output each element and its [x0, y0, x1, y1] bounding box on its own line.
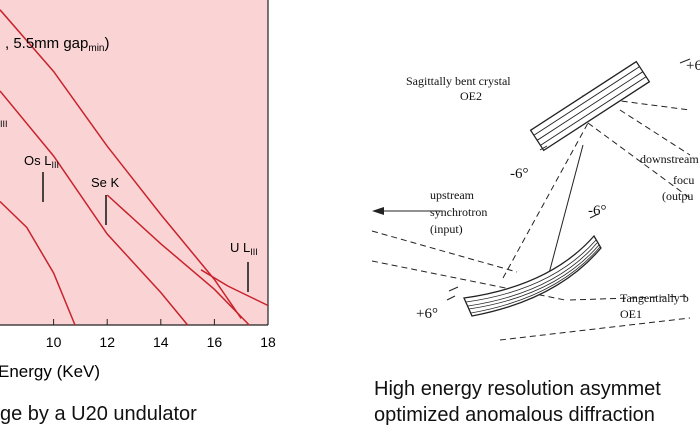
- beam-dashed: [619, 109, 691, 156]
- crystal-diagram-svg: Sagittally bent crystal OE2 +6 -6° downs…: [371, 58, 700, 341]
- curves: [0, 9, 269, 326]
- curve-series-2: [0, 90, 189, 326]
- x-tick-label: 16: [207, 334, 223, 350]
- upstream-arrow-icon: [372, 207, 384, 215]
- x-tick-label: 10: [46, 334, 62, 350]
- u-label: U LIII: [230, 240, 258, 257]
- beam-dashed: [569, 295, 691, 301]
- angle-tick: [589, 213, 599, 219]
- chart-title-fragment: , 5.5mm gapmin): [5, 35, 110, 54]
- beam-solid: [546, 144, 584, 282]
- x-tick-label: 14: [153, 334, 169, 350]
- curve-series-4: [106, 194, 250, 326]
- angle-tick: [679, 58, 691, 64]
- upstream-label-line2: synchrotron: [430, 205, 487, 219]
- partial-edge-label: III: [0, 119, 8, 129]
- upstream-label-line1: upstream: [430, 188, 475, 202]
- upstream-label-line3: (input): [430, 222, 463, 236]
- downstream-label-line3: (outpu: [662, 189, 693, 203]
- beam-dashed: [587, 122, 691, 199]
- curve-series-3: [0, 9, 242, 319]
- downstream-label-line2: focu: [673, 173, 694, 187]
- beam-lines: [371, 95, 691, 341]
- beam-dashed: [371, 230, 518, 273]
- sagittal-label-line2: OE2: [460, 89, 482, 103]
- mid-angle-label: -6°: [510, 166, 529, 182]
- angle-tick: [446, 295, 456, 301]
- x-axis-label: Energy (KeV): [0, 362, 100, 381]
- beam-dashed: [499, 317, 691, 341]
- left-caption: ge by a U20 undulator: [0, 403, 197, 425]
- right-caption-line1: High energy resolution asymmet: [374, 378, 661, 400]
- sagittal-label-line1: Sagittally bent crystal: [406, 74, 511, 88]
- tangential-label-line2: OE1: [620, 307, 642, 321]
- top-angle-label: +6: [686, 58, 700, 74]
- x-tick-label: 12: [99, 334, 115, 350]
- tangential-label-line1: Tangentially b: [620, 291, 689, 305]
- oe1-crystal: [463, 234, 602, 317]
- right-caption-line2: optimized anomalous diffraction: [374, 404, 655, 426]
- x-axis-ticks: 10 12 14 16 18: [46, 319, 276, 350]
- beam-dashed: [581, 95, 691, 111]
- lower-angle-neg-label: -6°: [588, 203, 607, 219]
- crystal-diagram: Sagittally bent crystal OE2 +6 -6° downs…: [350, 0, 700, 441]
- curve-series-1: [0, 200, 76, 326]
- plot-background: [0, 0, 268, 325]
- downstream-label-line1: downstream: [640, 152, 699, 166]
- curve-series-5: [200, 269, 269, 307]
- angle-tick: [539, 145, 548, 151]
- se-label: Se K: [91, 175, 120, 190]
- os-label: Os LIII: [24, 153, 59, 170]
- spectrum-plot: 10 12 14 16 18 , 5.5mm gapmin) III Os LIII S…: [0, 0, 276, 381]
- spectrum-chart: 10 12 14 16 18 , 5.5mm gapmin) III Os LIII S…: [0, 0, 300, 400]
- angle-tick: [448, 286, 459, 292]
- x-tick-label: 18: [260, 334, 276, 350]
- lower-angle-pos-label: +6°: [416, 306, 438, 322]
- oe2-crystal: [529, 60, 651, 152]
